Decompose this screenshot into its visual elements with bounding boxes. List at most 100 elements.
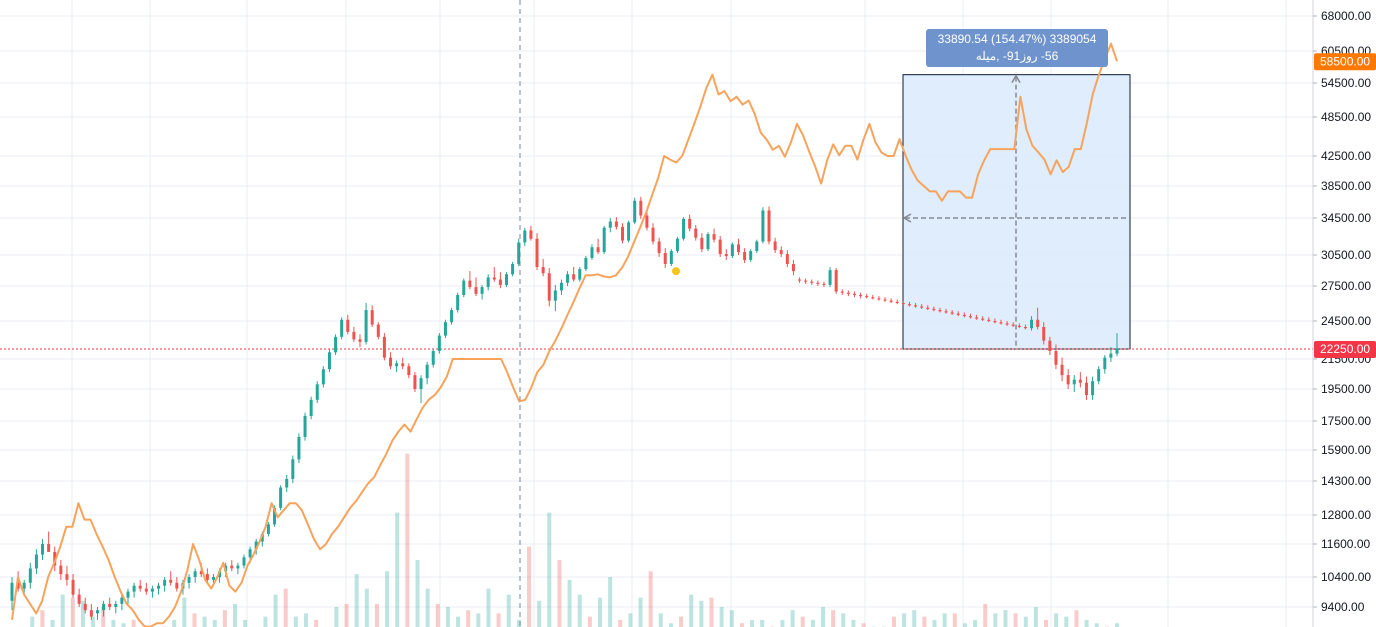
candle-body [230,565,234,569]
volume-bar [831,610,836,627]
volume-bar [273,594,278,627]
candle-body [266,524,270,535]
candle-body [810,281,814,283]
candle-body [883,299,887,301]
volume-bar [618,619,623,627]
volume-bar [851,619,856,627]
candle-body [956,313,960,315]
price-axis[interactable]: 68000.0060500.0054500.0048500.0042500.00… [1312,0,1371,627]
price-axis-tick-label: 54500.00 [1321,76,1371,90]
candle-body [816,282,820,284]
candle-body [419,378,423,389]
candle-body [535,238,539,268]
candle-body [309,399,313,416]
candle-body [1030,319,1034,329]
candle-body [736,244,740,253]
price-axis-tick-label: 27500.00 [1321,279,1371,293]
candle-body [700,237,704,250]
volume-bar [354,574,359,627]
volume-bar [1013,613,1018,627]
candle-body [846,292,850,294]
candle-body [1054,350,1058,365]
price-axis-tick-label: 15900.00 [1321,443,1371,457]
candle-body [120,597,124,604]
volume-bar [962,623,967,627]
candle-body [620,226,624,241]
candle-body [724,254,728,256]
candle-body [450,310,454,323]
candle-body [1005,323,1009,325]
candle-body [791,263,795,272]
candle-body [297,436,301,460]
candle-body [566,274,570,283]
volume-bar [314,619,319,627]
volume-bar [385,571,390,627]
volume-bar [891,616,896,627]
measure-range-box[interactable] [902,74,1131,350]
candle-body [279,487,283,508]
price-axis-tick-label: 10400.00 [1321,570,1371,584]
volume-bar [922,616,927,627]
crosshair-price-tag: 22250.00 [1314,341,1376,359]
candle-body [83,603,87,611]
candle-body [834,270,838,292]
volume-bar [993,613,998,627]
candle-body [1042,326,1046,341]
candle-body [132,585,136,592]
candle-body [828,270,832,285]
candle-body [431,350,435,365]
candle-body [425,364,429,379]
candle-body [175,582,179,589]
arrow-left-icon [902,213,912,223]
candle-body [382,336,386,358]
candle-body [523,230,527,243]
volume-bar [364,588,369,627]
candle-body [981,318,985,320]
volume-bar [111,619,116,627]
candle-body [1066,375,1070,385]
volume-bar [374,603,379,627]
candle-body [1011,324,1015,326]
candle-body [480,287,484,294]
volume-bar [1115,623,1119,627]
candle-body [517,242,521,264]
event-marker-dot[interactable] [672,267,680,276]
candle-body [822,283,826,285]
volume-bar [1023,616,1028,627]
candle-body [1072,379,1076,385]
volume-bar [668,623,673,627]
candle-body [755,241,759,252]
volume-bar [750,619,755,627]
candle-body [340,319,344,337]
volume-bar [476,613,481,627]
candle-body [462,280,466,295]
volume-bar [679,616,684,627]
candle-body [1103,357,1107,370]
candle-body [1060,364,1064,376]
candle-body [102,603,106,611]
volume-bar [40,610,45,627]
volume-bar [557,560,562,627]
candle-body [871,297,875,299]
volume-bar [344,603,349,627]
candlestick-series [10,196,1119,620]
candle-body [1017,325,1021,327]
volume-bar [121,623,126,627]
candle-body [767,210,771,242]
volume-bar [182,597,187,627]
candle-body [645,215,649,228]
candle-body [968,316,972,318]
candle-body [590,247,594,258]
volume-bar [861,623,866,627]
candle-body [950,312,954,314]
volume-bar [1064,616,1069,627]
candle-body [474,287,478,294]
volume-bar [648,571,653,627]
candle-body [169,579,173,583]
candle-body [108,603,112,607]
volume-bar [293,616,298,627]
volume-bar [1084,619,1089,627]
candle-body [1109,353,1113,358]
volume-bar [1003,610,1008,627]
